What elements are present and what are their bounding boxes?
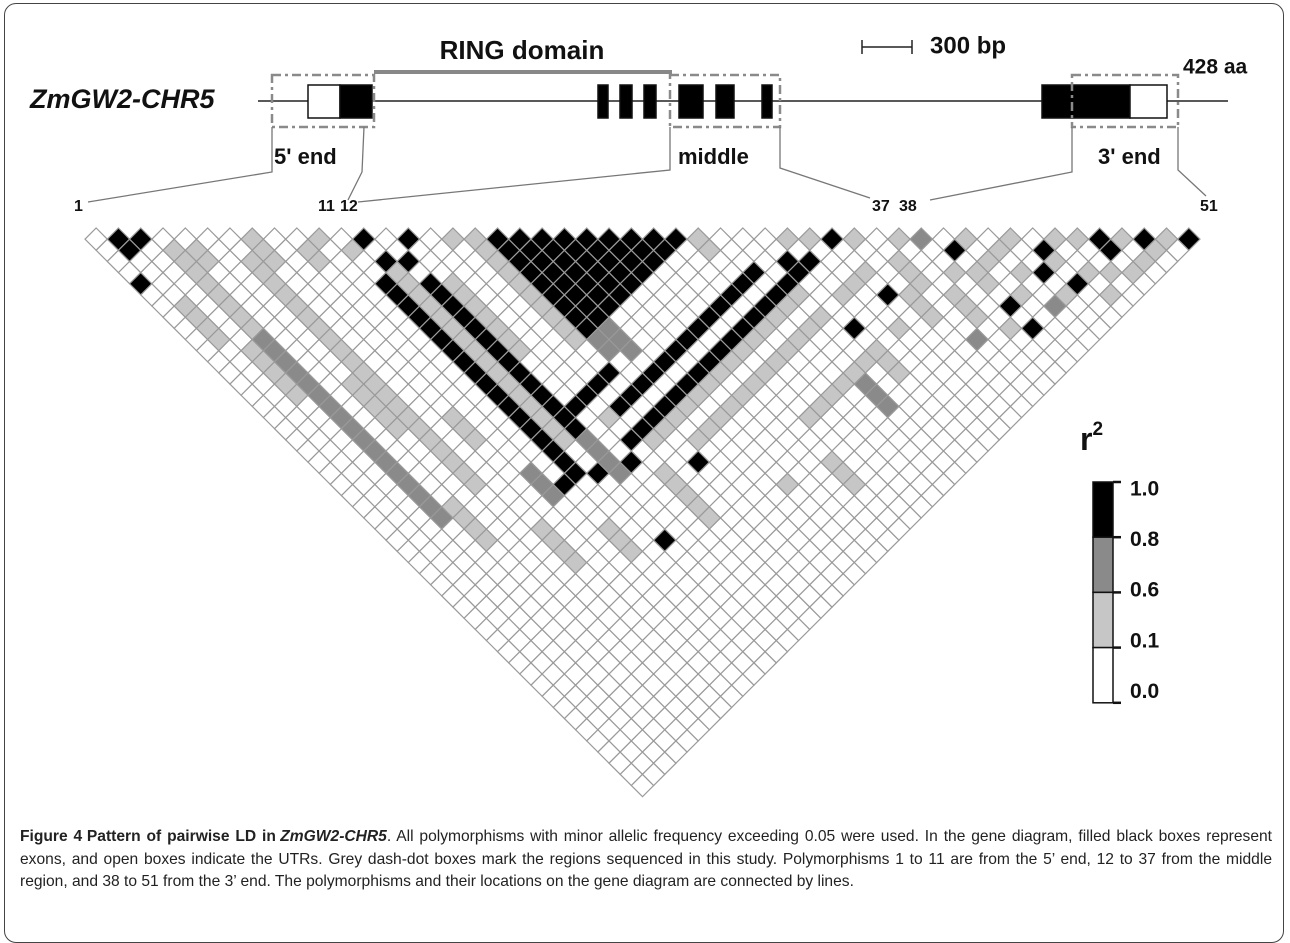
region-label: middle [678,144,749,169]
gene-name: ZmGW2-CHR5 [29,84,215,114]
legend-tick-label: 0.1 [1130,629,1160,652]
legend-tick-label: 0.6 [1130,579,1159,602]
marker-label: 37 [872,198,890,215]
region-label: 3' end [1098,144,1161,169]
legend: r2 1.0 0.8 0.6 0.1 0.0 [1080,419,1160,705]
ld-heatmap [84,227,1201,798]
scale-bar [861,40,913,54]
legend-title-r: r [1080,421,1092,457]
scale-label: 300 bp [930,32,1006,59]
connector-lines [87,126,1207,203]
marker-label: 51 [1200,198,1218,215]
legend-tick-label: 1.0 [1130,478,1159,501]
legend-swatch [1092,646,1114,704]
legend-swatch [1092,481,1114,538]
marker-label: 38 [899,198,917,215]
region-label: 5' end [274,144,337,169]
legend-swatch [1092,536,1114,594]
marker-label: 11 [318,198,335,215]
caption-gene: ZmGW2-CHR5 [280,828,387,845]
caption-body: . All polymorphisms with minor allelic f… [20,828,1272,891]
legend-title: r2 [1080,419,1103,457]
marker-label: 1 [74,198,83,215]
caption-title: Pattern of pairwise LD in [86,828,276,845]
figure: ZmGW2-CHR5 RING domain 300 bp 428 aa 5' … [29,32,1248,798]
legend-swatch [1092,591,1114,649]
page: {"figure": { "gene_name": "ZmGW2-CHR5", … [4,3,1284,943]
legend-tick-label: 0.0 [1130,680,1159,703]
caption-label: Figure 4 [20,828,83,845]
domain-label: RING domain [440,35,605,65]
marker-label: 12 [340,198,358,215]
legend-title-sup: 2 [1092,419,1103,440]
sequenced-regions [270,73,1180,129]
ld-cell [1176,227,1201,252]
exons [307,84,1168,119]
legend-tick-label: 0.8 [1130,528,1160,551]
caption: Figure 4 Pattern of pairwise LD in ZmGW2-C… [20,826,1272,894]
protein-length: 428 aa [1183,56,1248,79]
